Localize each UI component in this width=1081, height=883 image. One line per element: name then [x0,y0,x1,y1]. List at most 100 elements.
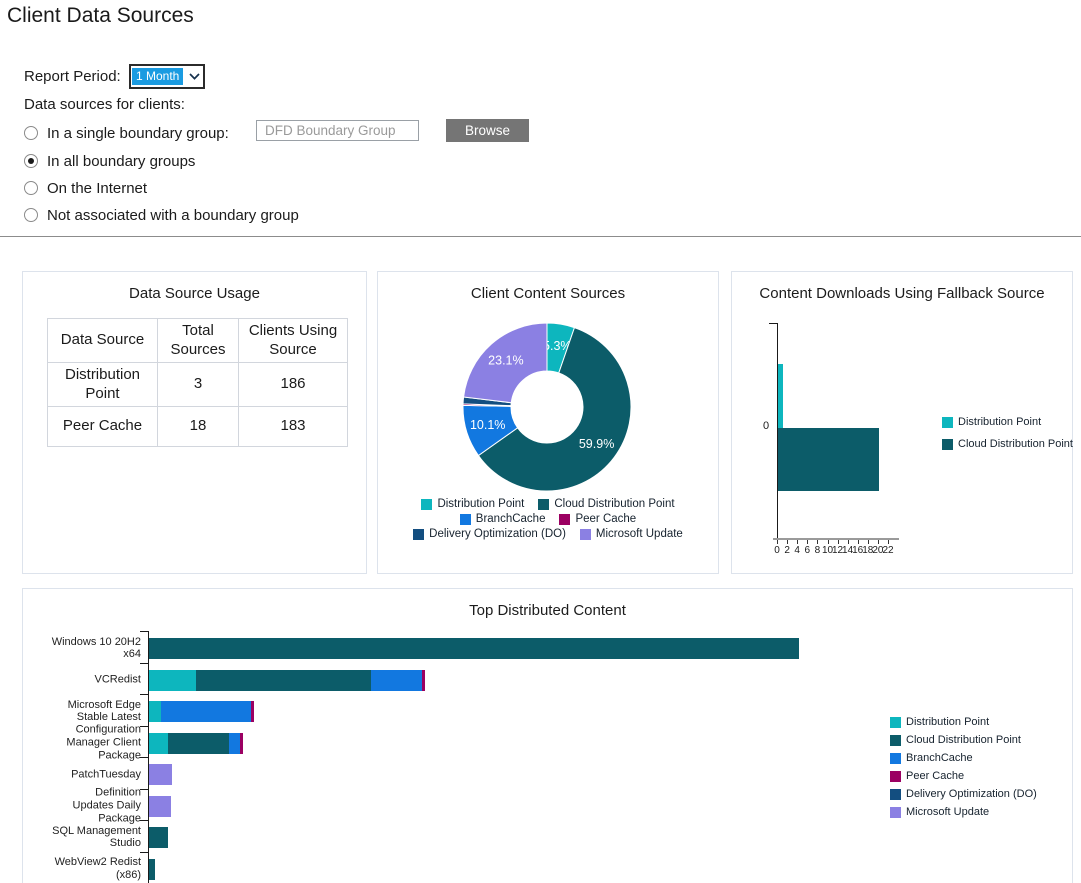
table-header-row: Data Source Total Sources Clients Using … [47,318,348,363]
legend-item: Peer Cache [559,513,636,525]
legend-color-chip [942,416,953,428]
legend-row: Distribution Point [942,411,1073,433]
table-cell: 186 [238,362,348,407]
axis-tick [847,540,849,544]
browse-button[interactable]: Browse [446,119,529,142]
report-period-dropdown[interactable]: 1 Month [129,64,205,89]
fallback-source-panel: Content Downloads Using Fallback Source … [731,271,1073,574]
radio-label: In all boundary groups [47,152,196,170]
radio-on-the-internet[interactable]: On the Internet [24,178,147,198]
donut-legend: Distribution Point Cloud Distribution Poi… [378,498,718,543]
bar-segment [149,732,168,754]
legend-label: Distribution Point [958,416,1042,428]
page-title: Client Data Sources [7,4,194,27]
legend-color-chip [459,513,471,525]
donut-segment [463,322,548,404]
axis-tick [888,540,889,544]
radio-icon[interactable] [24,208,38,222]
bar [778,364,783,428]
radio-icon[interactable] [24,181,38,195]
category-label: PatchTuesday [71,768,141,781]
legend-color-chip [890,788,901,800]
axis-tick [140,694,148,695]
legend-label: Peer Cache [575,513,637,525]
axis-tick [140,662,148,664]
legend-item: BranchCache [459,513,545,525]
fallback-legend: Distribution Point Cloud Distribution Poi… [942,411,1073,455]
legend-row: Microsoft Update [890,803,1037,821]
bar-segment [422,669,425,691]
table-cell: 18 [157,406,239,447]
usage-table: Data Source Total Sources Clients Using … [47,318,348,447]
bar-segment [229,732,240,754]
table-cell: Distribution Point [47,362,158,407]
axis-tick-label: 0 [774,545,780,556]
legend-row: BranchCache [890,749,1037,767]
legend-item: Microsoft Update [579,528,683,540]
legend-item: Cloud Distribution Point [890,734,1021,746]
column-header: Data Source [47,318,158,363]
legend-item: Peer Cache [890,770,964,782]
axis-tick-label: 12 [831,545,844,556]
legend-label: Distribution Point [906,716,990,728]
legend-row: Cloud Distribution Point [942,433,1073,455]
legend-label: Peer Cache [906,770,965,782]
legend-color-chip [890,752,901,764]
top-distributed-content-chart: Windows 10 20H2 x64 VCRedist Microsoft Edge… [23,589,1072,883]
radio-label: On the Internet [47,179,148,197]
bar-segment [149,795,171,817]
stacked-bar [149,795,171,817]
column-header: Total Sources [157,318,239,363]
legend-item: Cloud Distribution Point [942,438,1073,450]
category-label: Definition Updates Daily Package [72,786,141,825]
legend-color-chip [942,438,953,450]
legend-item: Distribution Point [890,716,989,728]
axis-tick [787,540,789,544]
axis-tick [797,540,799,544]
radio-single-boundary-group[interactable]: In a single boundary group: [24,123,229,143]
bar-segment [149,827,168,848]
legend-row: Cloud Distribution Point [890,731,1037,749]
legend-label: Microsoft Update [906,806,990,818]
top-chart-legend: Distribution Point Cloud Distribution Poi… [890,713,1037,821]
stacked-bar [149,638,799,659]
legend-row: BranchCache Peer Cache [378,513,718,525]
radio-icon[interactable] [24,154,38,168]
legend-label: Microsoft Update [595,528,683,540]
column-header: Clients Using Source [238,318,348,363]
radio-not-associated[interactable]: Not associated with a boundary group [24,205,299,225]
bar-segment [251,701,254,722]
legend-color-chip [890,806,901,818]
axis-tick [140,757,148,758]
axis-tick [140,725,148,727]
bar-segment [371,669,422,691]
donut-percent-label: 23.1% [488,354,523,368]
radio-all-boundary-groups[interactable]: In all boundary groups [24,151,195,171]
axis-tick-label: 8 [814,545,821,556]
axis-tick [769,323,778,324]
axis-tick [777,540,778,544]
boundary-group-input[interactable] [256,120,419,141]
table-row: Peer Cache 18 183 [47,406,348,447]
axis-tick [817,540,819,544]
stacked-bar [149,764,172,785]
bar-segment [168,732,229,754]
table-cell: Peer Cache [47,406,158,447]
legend-row: Distribution Point Cloud Distribution Poi… [378,498,718,510]
donut-percent-label: 59.9% [579,437,614,451]
category-label: Configuration Manager Client Package [66,723,141,762]
chevron-down-icon[interactable] [189,73,200,80]
radio-icon[interactable] [24,126,38,140]
legend-item: Delivery Optimization (DO) [413,528,566,540]
legend-item: Cloud Distribution Point [538,498,675,510]
donut-percent-label: 10.1% [470,418,505,432]
legend-item: Microsoft Update [890,806,989,818]
report-period-label: Report Period: [24,68,121,85]
bar-segment [149,858,155,880]
panel-title: Top Distributed Content [469,602,626,619]
bar-segment [196,669,371,691]
axis-tick [827,540,829,544]
bar-segment [161,701,251,722]
bar-segment [149,764,172,785]
